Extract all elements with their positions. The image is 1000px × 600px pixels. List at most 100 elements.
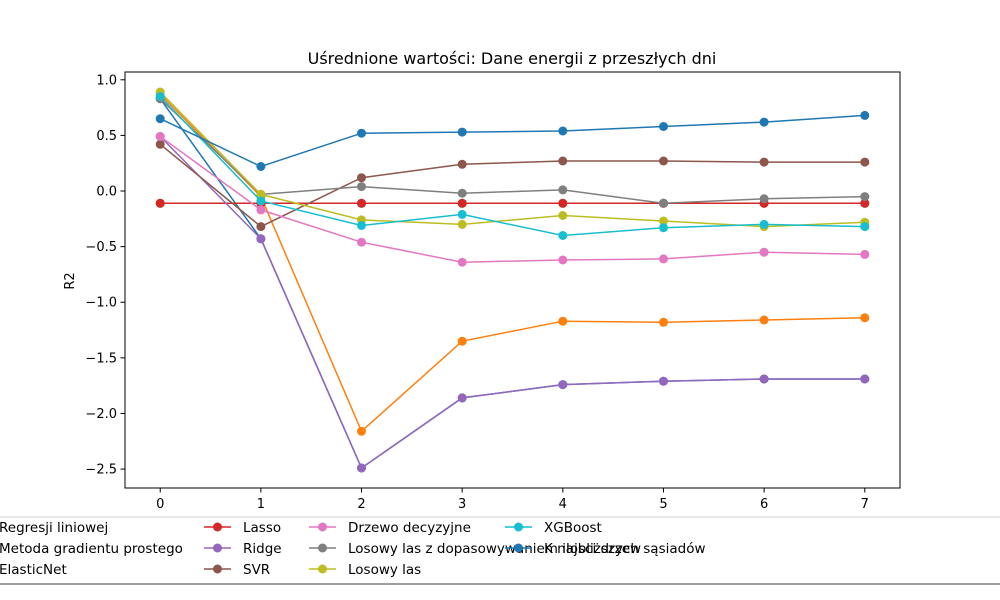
series-5 bbox=[155, 139, 870, 232]
series-9 bbox=[155, 92, 870, 240]
data-point bbox=[558, 231, 568, 240]
data-point bbox=[759, 374, 769, 384]
data-point bbox=[457, 219, 467, 229]
data-point bbox=[457, 127, 467, 137]
data-point bbox=[256, 205, 266, 215]
x-tick-label: 1 bbox=[257, 497, 265, 512]
series-10 bbox=[155, 110, 870, 171]
legend-label: Lasso bbox=[243, 520, 281, 536]
data-point bbox=[457, 159, 467, 169]
y-tick-label: 0.0 bbox=[96, 185, 117, 200]
x-tick-label: 7 bbox=[861, 497, 869, 512]
data-point bbox=[659, 216, 668, 226]
legend-item: Ridge bbox=[204, 541, 282, 557]
series-line-9 bbox=[159, 95, 865, 237]
legend-item: SVR bbox=[204, 562, 270, 578]
data-point bbox=[759, 117, 769, 127]
x-tick-label: 5 bbox=[659, 497, 667, 512]
series-line-1 bbox=[159, 93, 865, 433]
legend-label: K najbliższych sąsiadów bbox=[544, 541, 706, 557]
y-tick-label: −2.0 bbox=[85, 407, 117, 422]
data-point bbox=[155, 139, 165, 149]
series-line-0 bbox=[159, 98, 865, 470]
series-4 bbox=[155, 132, 870, 473]
x-tick-label: 4 bbox=[559, 497, 567, 512]
legend-label: SVR bbox=[243, 562, 270, 578]
data-point bbox=[457, 257, 467, 267]
data-point bbox=[457, 188, 467, 198]
data-point bbox=[659, 376, 668, 386]
legend-marker bbox=[318, 522, 327, 532]
data-point bbox=[860, 157, 870, 167]
legend-label: Drzewo decyzyjne bbox=[348, 520, 471, 536]
data-point bbox=[860, 110, 870, 120]
x-tick-label: 2 bbox=[357, 497, 365, 512]
series-line-6 bbox=[159, 135, 865, 263]
data-point bbox=[860, 222, 870, 232]
data-point bbox=[659, 156, 668, 166]
legend-marker bbox=[514, 543, 523, 553]
legend-item: Metoda gradientu prostego bbox=[0, 541, 183, 557]
data-point bbox=[860, 374, 870, 384]
series-6 bbox=[155, 132, 870, 267]
legend-item: XGBoost bbox=[505, 520, 602, 536]
data-point bbox=[860, 198, 870, 208]
data-point bbox=[256, 222, 266, 232]
legend-label: Regresji liniowej bbox=[0, 520, 108, 536]
data-point bbox=[558, 316, 568, 326]
data-point bbox=[558, 380, 568, 390]
legend-label: Ridge bbox=[243, 541, 282, 557]
data-point bbox=[357, 426, 366, 436]
axes-layer: 0 1 2 3 4 5 6 7 1.0 0.5 0.0 −0.5 −1.0 −1.5 −2.0 −2.5 bbox=[85, 71, 901, 512]
data-point bbox=[357, 173, 366, 183]
legend-label: XGBoost bbox=[544, 520, 602, 536]
legend-label: ElasticNet bbox=[0, 562, 67, 578]
legend-label: Losowy las bbox=[348, 562, 421, 578]
legend-marker bbox=[318, 564, 327, 574]
data-point bbox=[860, 192, 870, 202]
legend-marker bbox=[514, 522, 523, 532]
data-point bbox=[155, 198, 165, 208]
data-point bbox=[357, 463, 366, 473]
data-point bbox=[357, 182, 366, 192]
x-tick-label: 6 bbox=[760, 497, 768, 512]
y-tick-label: −2.5 bbox=[85, 463, 117, 478]
data-point bbox=[659, 317, 668, 327]
data-point bbox=[860, 313, 870, 323]
chart-title: Uśrednione wartości: Dane energii z prze… bbox=[308, 49, 717, 68]
legend-label: Metoda gradientu prostego bbox=[0, 541, 183, 557]
data-point bbox=[759, 194, 769, 204]
data-point bbox=[759, 219, 769, 229]
legend-marker bbox=[213, 564, 222, 574]
data-point bbox=[759, 247, 769, 257]
data-point bbox=[357, 198, 366, 208]
data-point bbox=[155, 114, 165, 124]
legend-label: Losowy las z dopasowywaniem ilosci drzew bbox=[348, 541, 641, 557]
data-point bbox=[457, 393, 467, 403]
y-tick-label: −1.5 bbox=[85, 351, 117, 366]
data-point bbox=[457, 336, 467, 346]
y-tick-label: −0.5 bbox=[85, 240, 117, 255]
data-point bbox=[659, 223, 668, 233]
data-point bbox=[357, 221, 366, 230]
y-axis-label: R2 bbox=[63, 272, 78, 289]
plot-frame bbox=[124, 71, 901, 489]
data-point bbox=[558, 198, 568, 208]
data-point bbox=[558, 211, 568, 220]
series-0 bbox=[155, 94, 870, 473]
series-line-4 bbox=[159, 135, 865, 470]
data-point bbox=[155, 92, 165, 101]
data-point bbox=[256, 234, 266, 244]
legend-item: Losowy las bbox=[309, 562, 421, 578]
series-line-10 bbox=[159, 114, 865, 168]
legend-item: Lasso bbox=[204, 520, 281, 536]
data-point bbox=[558, 156, 568, 166]
legend-marker bbox=[318, 543, 327, 553]
legend-item: Losowy las z dopasowywaniem ilosci drzew bbox=[309, 541, 641, 557]
legend-item: K najbliższych sąsiadów bbox=[505, 541, 706, 557]
y-tick-label: 0.5 bbox=[96, 129, 117, 144]
data-point bbox=[759, 157, 769, 167]
series-line-5 bbox=[159, 143, 865, 228]
data-point bbox=[457, 209, 467, 219]
